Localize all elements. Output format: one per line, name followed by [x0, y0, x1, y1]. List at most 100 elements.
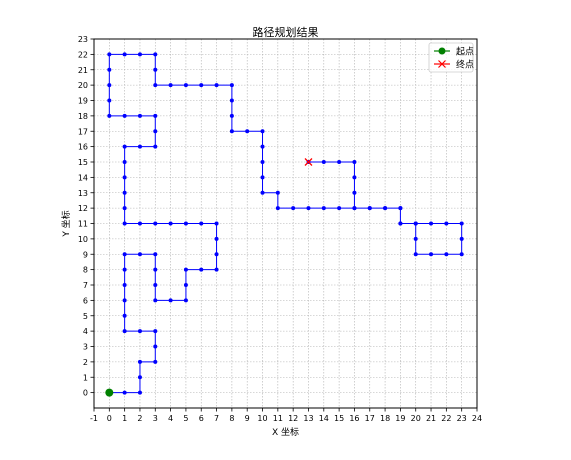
y-tick-label: 16	[78, 143, 88, 152]
path-point	[398, 206, 402, 210]
path-point	[368, 206, 372, 210]
path-point	[123, 206, 127, 210]
path-point	[460, 252, 464, 256]
path-point	[138, 52, 142, 56]
path-point	[169, 83, 173, 87]
path-point	[199, 222, 203, 226]
path-point	[123, 191, 127, 195]
path-point	[230, 83, 234, 87]
path-point	[444, 252, 448, 256]
path-point	[138, 375, 142, 379]
path-point	[352, 206, 356, 210]
path-point	[153, 268, 157, 272]
path-point	[123, 329, 127, 333]
x-tick-label: 19	[395, 414, 405, 423]
path-point	[352, 160, 356, 164]
y-tick-label: 21	[78, 66, 88, 75]
x-tick-label: 10	[257, 414, 267, 423]
path-point	[261, 145, 265, 149]
legend: 起点 终点	[429, 43, 474, 72]
path-series-line	[109, 54, 461, 392]
path-point	[184, 222, 188, 226]
y-tick-label: 0	[83, 389, 88, 398]
path-point	[337, 206, 341, 210]
x-tick-label: 14	[319, 414, 329, 423]
y-tick-label: 12	[78, 204, 88, 213]
x-tick-label: 9	[245, 414, 250, 423]
y-tick-label: 8	[83, 266, 88, 275]
y-axis-label: Y 坐标	[60, 210, 72, 237]
path-point	[153, 83, 157, 87]
x-tick-label: 1	[122, 414, 127, 423]
legend-start-marker	[439, 48, 446, 55]
path-point	[138, 329, 142, 333]
y-tick-label: 4	[83, 327, 88, 336]
x-tick-label: 23	[457, 414, 467, 423]
path-point	[169, 222, 173, 226]
x-tick-label: 17	[365, 414, 375, 423]
path-point	[107, 68, 111, 72]
path-point	[276, 191, 280, 195]
y-tick-label: 11	[78, 220, 88, 229]
path-point	[352, 175, 356, 179]
path-point	[123, 283, 127, 287]
x-tick-label: 4	[168, 414, 173, 423]
path-point	[123, 222, 127, 226]
x-tick-label: -1	[90, 414, 98, 423]
path-point	[123, 314, 127, 318]
path-point	[184, 268, 188, 272]
path-point	[153, 145, 157, 149]
path-point	[138, 114, 142, 118]
path-point	[123, 175, 127, 179]
path-point	[322, 206, 326, 210]
x-tick-label: 8	[229, 414, 234, 423]
y-tick-label: 22	[78, 50, 88, 59]
x-tick-label: 13	[303, 414, 313, 423]
path-point	[123, 298, 127, 302]
y-tick-label: 3	[83, 343, 88, 352]
path-point	[215, 252, 219, 256]
path-point	[460, 222, 464, 226]
path-point	[107, 52, 111, 56]
path-point	[107, 83, 111, 87]
path-point	[153, 329, 157, 333]
path-point	[337, 160, 341, 164]
y-tick-label: 7	[83, 281, 88, 290]
path-point	[429, 252, 433, 256]
x-tick-label: 18	[380, 414, 390, 423]
path-point	[184, 283, 188, 287]
path-point	[153, 283, 157, 287]
start-marker	[105, 389, 113, 397]
path-point	[153, 68, 157, 72]
markers-layer	[105, 159, 312, 397]
path-point	[169, 298, 173, 302]
x-axis-label: X 坐标	[272, 426, 299, 438]
path-point	[398, 222, 402, 226]
path-point	[138, 222, 142, 226]
path-point	[153, 252, 157, 256]
path-point	[291, 206, 295, 210]
path-point	[138, 145, 142, 149]
y-tick-label: 13	[78, 189, 88, 198]
path-point	[261, 160, 265, 164]
path-point	[153, 52, 157, 56]
path-point	[107, 99, 111, 103]
y-tick-label: 19	[78, 97, 88, 106]
x-tick-label: 3	[153, 414, 158, 423]
path-point	[123, 160, 127, 164]
y-tick-label: 20	[78, 81, 88, 90]
y-tick-label: 6	[83, 296, 88, 305]
chart-title: 路径规划结果	[253, 25, 319, 39]
y-tick-label: 10	[78, 235, 88, 244]
path-point	[230, 129, 234, 133]
path-point	[138, 391, 142, 395]
x-tick-label: 21	[426, 414, 436, 423]
path-point	[123, 268, 127, 272]
path-point	[261, 191, 265, 195]
path-point	[306, 206, 310, 210]
path-point	[414, 222, 418, 226]
x-tick-label: 24	[472, 414, 482, 423]
x-tick-label: 22	[441, 414, 451, 423]
y-tick-label: 18	[78, 112, 88, 121]
